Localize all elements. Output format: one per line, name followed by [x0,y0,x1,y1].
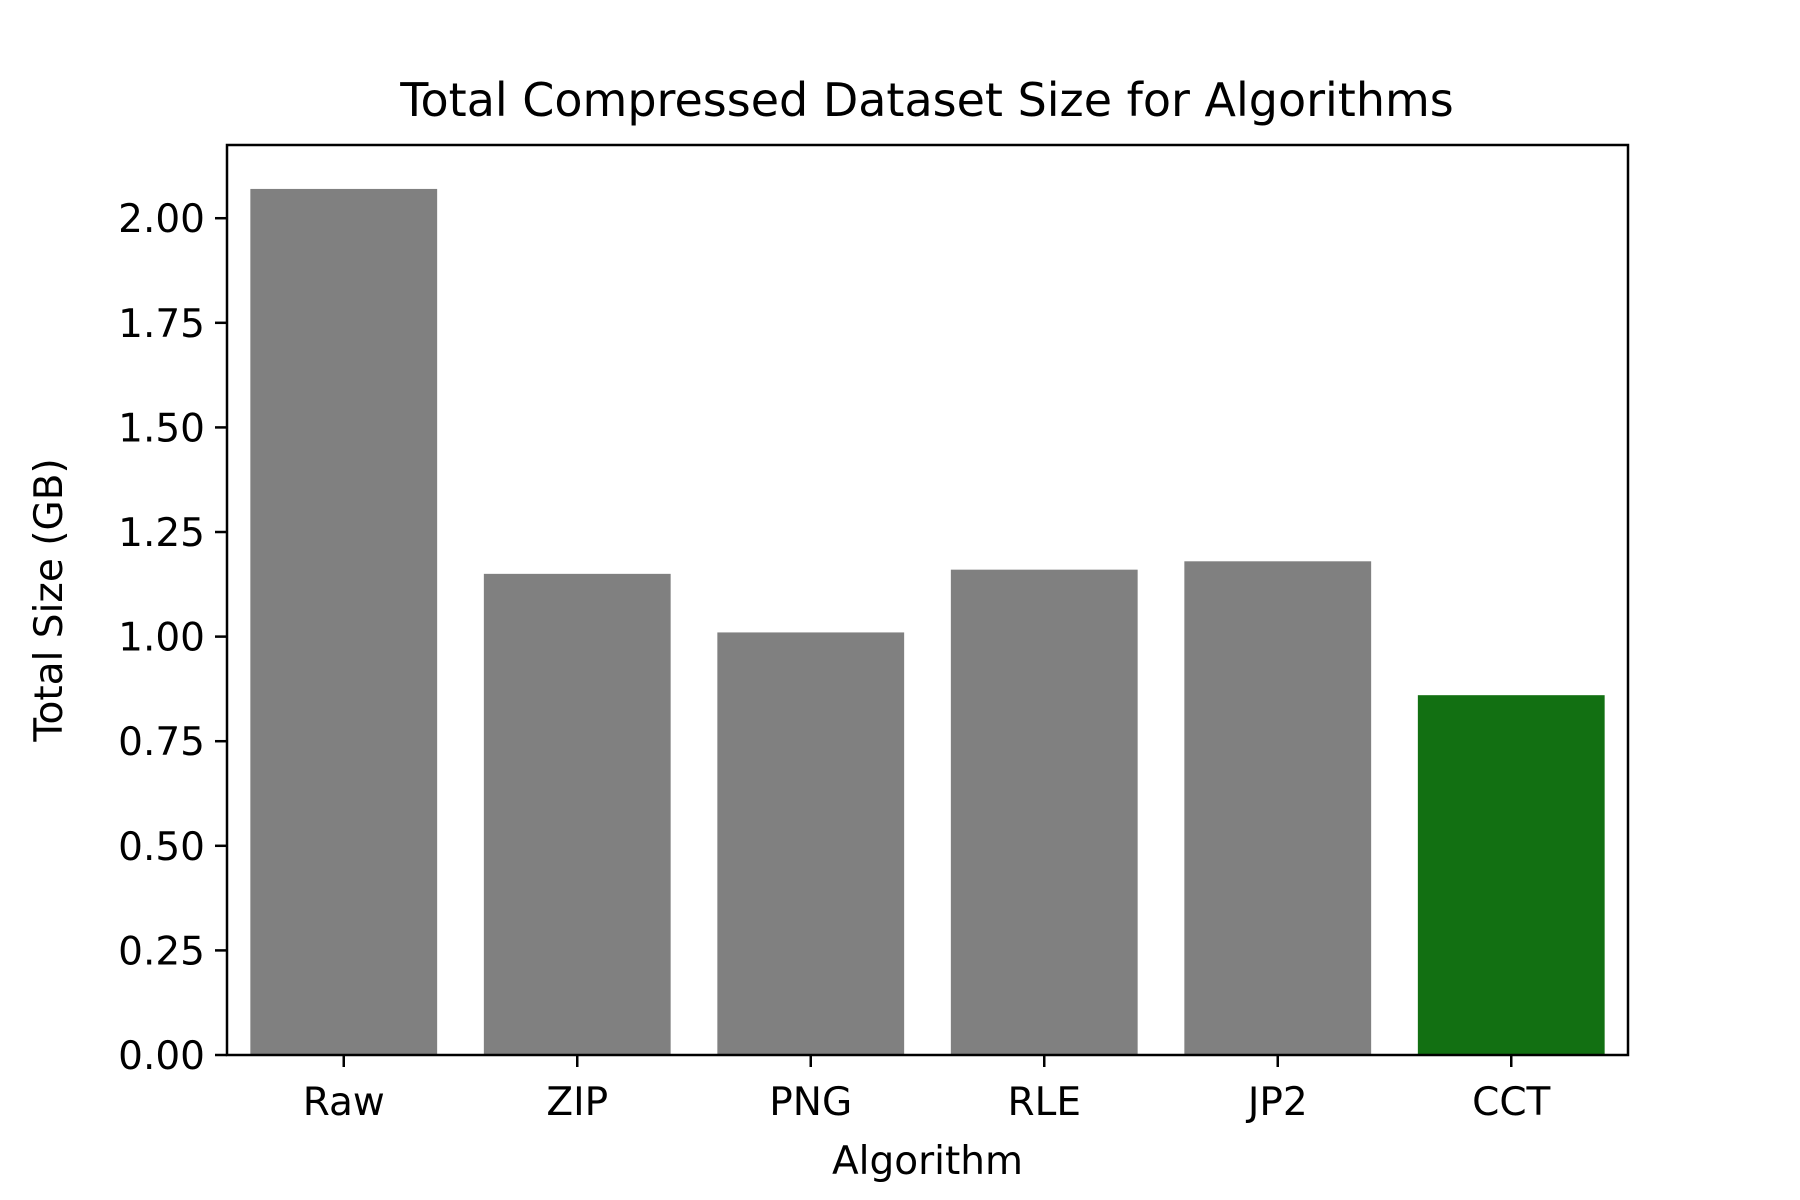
x-axis: Raw ZIP PNG RLE JP2 CCT [303,1055,1551,1125]
x-tick-label: Raw [303,1080,385,1125]
y-tick-label: 0.25 [118,929,205,974]
bar-raw [250,188,438,1055]
y-tick-label: 0.50 [118,825,205,870]
x-tick-label: ZIP [546,1080,608,1125]
bar-png [717,632,905,1055]
plot-frame [225,143,1630,1057]
bar-rle [950,569,1138,1055]
y-axis-label: Total Size (GB) [27,458,72,742]
bar-jp2 [1184,561,1372,1055]
y-tick-label: 1.00 [118,616,205,661]
y-tick-label: 2.00 [118,197,205,242]
y-tick-label: 1.25 [118,511,205,556]
y-tick-label: 1.50 [118,406,205,451]
bars-layer [250,188,1605,1055]
x-tick-label: JP2 [1245,1080,1308,1125]
bar-cct [1417,695,1605,1055]
x-axis-label: Algorithm [832,1139,1023,1184]
bar-zip [483,573,671,1055]
x-tick-label: RLE [1008,1080,1081,1125]
y-tick-label: 0.75 [118,720,205,765]
x-tick-label: CCT [1472,1080,1550,1125]
chart-title: Total Compressed Dataset Size for Algori… [399,73,1454,127]
y-axis: 0.00 0.25 0.50 0.75 1.00 1.25 1.50 1.75 2.00 [118,197,227,1079]
x-tick-label: PNG [769,1080,852,1125]
y-tick-label: 0.00 [118,1034,205,1079]
y-tick-label: 1.75 [118,302,205,347]
